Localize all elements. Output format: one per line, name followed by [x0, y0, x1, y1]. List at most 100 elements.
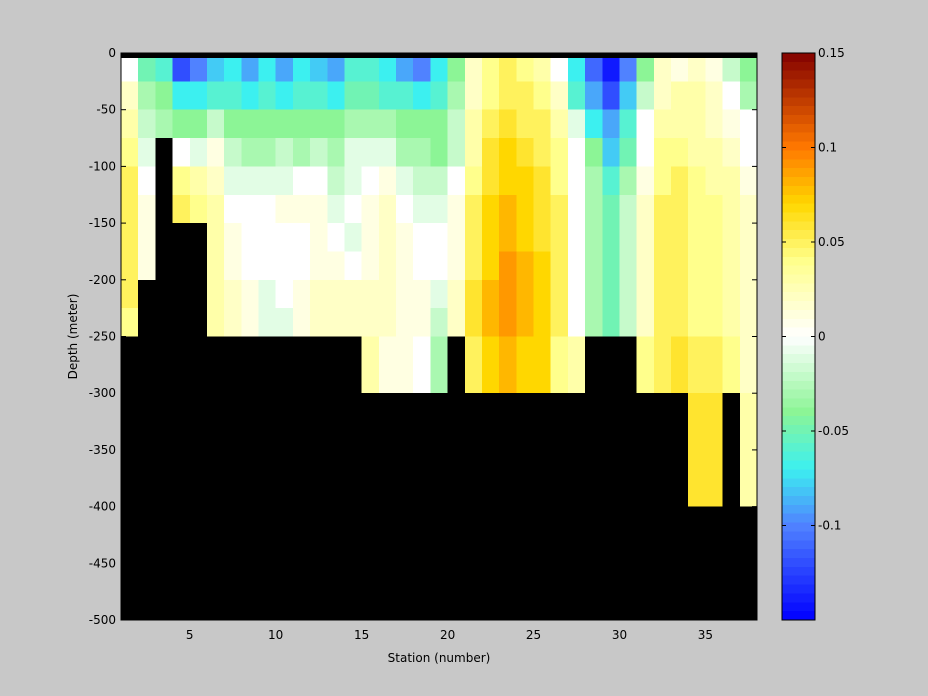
heatmap-cell — [671, 364, 689, 394]
heatmap-cell — [413, 109, 432, 139]
heatmap-cell — [705, 53, 724, 82]
no-data-cell — [275, 449, 294, 479]
no-data-cell — [636, 421, 655, 451]
no-data-cell — [241, 478, 260, 508]
no-data-cell — [499, 591, 517, 621]
heatmap-cell — [499, 166, 517, 196]
heatmap-cell — [396, 109, 414, 139]
heatmap-cell — [396, 194, 414, 224]
heatmap-cell — [447, 166, 466, 196]
no-data-cell — [121, 534, 139, 564]
no-data-cell — [585, 336, 603, 366]
no-data-cell — [602, 364, 621, 394]
heatmap-cell — [499, 251, 517, 281]
no-data-cell — [258, 591, 277, 621]
colorbar-band — [782, 247, 815, 258]
colorbar-band — [782, 203, 815, 214]
heatmap-cell — [739, 251, 758, 281]
heatmap-cell — [138, 109, 156, 139]
no-data-cell — [396, 534, 414, 564]
heatmap-cell — [516, 81, 535, 111]
heatmap-cell — [550, 109, 569, 139]
heatmap-cell — [481, 223, 500, 253]
heatmap-cell — [121, 308, 139, 338]
heatmap-cell — [241, 53, 260, 82]
heatmap-cell — [430, 194, 449, 224]
no-data-cell — [241, 563, 260, 593]
no-data-cell — [138, 421, 156, 451]
colorbar-band — [782, 593, 815, 603]
no-data-cell — [121, 563, 139, 593]
heatmap-cell — [722, 308, 741, 338]
no-data-cell — [722, 534, 741, 564]
no-data-cell — [344, 336, 363, 366]
heatmap-cell — [688, 81, 707, 111]
heatmap-cell — [121, 81, 139, 111]
no-data-cell — [258, 336, 277, 366]
heatmap-cell — [481, 109, 500, 139]
no-data-cell — [206, 364, 225, 394]
heatmap-cell — [413, 166, 432, 196]
no-data-cell — [292, 563, 311, 593]
heatmap-cell — [567, 308, 586, 338]
heatmap-cell — [121, 109, 139, 139]
heatmap-cell — [671, 81, 689, 111]
heatmap-cell — [378, 109, 397, 139]
x-tick-label: 30 — [612, 628, 627, 642]
no-data-cell — [533, 449, 552, 479]
heatmap-cell — [361, 308, 380, 338]
heatmap-cell — [585, 138, 603, 167]
heatmap-cell — [464, 279, 483, 309]
no-data-cell — [447, 393, 466, 423]
heatmap-cell — [361, 251, 380, 281]
heatmap-cell — [636, 364, 655, 394]
no-data-cell — [447, 449, 466, 479]
no-data-cell — [499, 478, 517, 508]
no-data-cell — [327, 393, 346, 423]
no-data-cell — [671, 421, 689, 451]
no-data-cell — [172, 506, 191, 536]
colorbar-band — [782, 611, 815, 621]
colorbar-band — [782, 292, 815, 302]
no-data-cell — [275, 336, 294, 366]
heatmap-cell — [516, 279, 535, 309]
heatmap-cell — [224, 194, 242, 224]
heatmap-cell — [138, 223, 156, 253]
heatmap-cell — [310, 53, 328, 82]
colorbar-band — [782, 256, 815, 267]
no-data-cell — [138, 308, 156, 338]
heatmap-cell — [619, 279, 638, 309]
colorbar-band — [782, 540, 815, 550]
heatmap-cell — [688, 194, 707, 224]
no-data-cell — [464, 563, 483, 593]
no-data-cell — [206, 393, 225, 423]
no-data-cell — [464, 449, 483, 479]
heatmap-cell — [567, 336, 586, 366]
no-data-cell — [636, 563, 655, 593]
heatmap-cell — [602, 308, 621, 338]
no-data-cell — [516, 421, 535, 451]
heatmap-cell — [206, 81, 225, 111]
heatmap-cell — [206, 308, 225, 338]
no-data-cell — [258, 534, 277, 564]
no-data-cell — [447, 421, 466, 451]
no-data-cell — [378, 478, 397, 508]
no-data-cell — [121, 591, 139, 621]
heatmap-cell — [481, 279, 500, 309]
heatmap-cell — [172, 109, 191, 139]
no-data-cell — [636, 449, 655, 479]
heatmap-cell — [292, 251, 311, 281]
no-data-cell — [327, 449, 346, 479]
no-data-cell — [344, 506, 363, 536]
heatmap-cell — [224, 308, 242, 338]
heatmap-cell — [671, 138, 689, 167]
heatmap-cell — [499, 308, 517, 338]
heatmap-cell — [430, 81, 449, 111]
no-data-cell — [206, 506, 225, 536]
no-data-cell — [413, 591, 432, 621]
heatmap-cell — [447, 308, 466, 338]
no-data-cell — [447, 563, 466, 593]
x-axis-label: Station (number) — [388, 651, 491, 665]
heatmap-cell — [585, 251, 603, 281]
no-data-cell — [275, 563, 294, 593]
